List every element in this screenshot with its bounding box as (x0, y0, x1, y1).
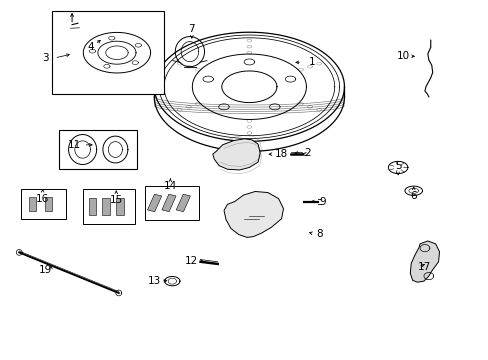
Polygon shape (154, 87, 344, 97)
Text: 15: 15 (109, 195, 122, 205)
Text: 17: 17 (417, 262, 430, 272)
Text: 16: 16 (36, 194, 49, 204)
Text: 9: 9 (319, 197, 325, 207)
Bar (21, 189, 66, 220)
Polygon shape (102, 198, 110, 215)
Text: 18: 18 (274, 149, 287, 159)
Text: 7: 7 (188, 24, 195, 35)
Bar (144, 186, 199, 220)
Polygon shape (29, 197, 36, 211)
Polygon shape (162, 194, 176, 212)
Bar (59, 130, 137, 169)
Bar (82, 189, 135, 224)
Polygon shape (88, 198, 96, 215)
Polygon shape (409, 241, 439, 282)
Bar (52, 12, 163, 94)
Polygon shape (176, 194, 190, 212)
Text: 1: 1 (308, 57, 314, 67)
Text: 6: 6 (409, 191, 416, 201)
Text: 10: 10 (396, 51, 408, 61)
Text: 8: 8 (316, 229, 322, 239)
Polygon shape (45, 197, 51, 211)
Text: 11: 11 (68, 140, 81, 150)
Text: 14: 14 (163, 181, 177, 192)
Text: 13: 13 (147, 276, 161, 286)
Text: 2: 2 (304, 148, 310, 158)
Polygon shape (224, 192, 283, 237)
Text: 3: 3 (42, 53, 49, 63)
Text: 5: 5 (394, 161, 401, 171)
Text: 12: 12 (185, 256, 198, 266)
Text: 19: 19 (39, 265, 52, 275)
Polygon shape (116, 198, 123, 215)
Polygon shape (147, 194, 162, 212)
Text: 4: 4 (87, 42, 94, 52)
Polygon shape (212, 139, 260, 170)
